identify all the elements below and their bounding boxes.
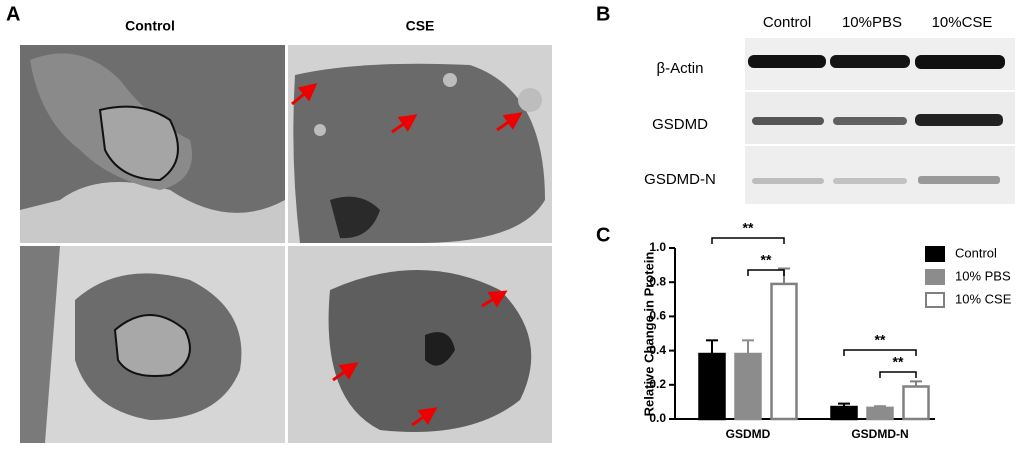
x-tick-label: GSDMD [726, 427, 771, 441]
panel-label: C [596, 224, 610, 246]
bar [734, 352, 762, 421]
significance-bracket [843, 349, 917, 356]
legend-swatch [925, 246, 945, 262]
significance-bracket [747, 269, 785, 276]
bar [866, 406, 894, 421]
lane-label: 10%CSE [932, 14, 993, 31]
row-label: GSDMD-N [644, 171, 716, 188]
legend-label: 10% PBS [955, 268, 1011, 283]
y-tick-label: 0.8 [649, 274, 666, 288]
micrograph [288, 246, 552, 443]
column-header: CSE [406, 18, 435, 34]
bar [770, 282, 798, 421]
bar [830, 405, 858, 421]
significance-label: ** [743, 220, 754, 236]
row-label: GSDMD [652, 116, 708, 133]
legend-label: 10% CSE [955, 291, 1012, 306]
significance-label: ** [875, 332, 886, 348]
lane-label: 10%PBS [842, 14, 902, 31]
column-header: Control [125, 18, 175, 34]
western-blot [745, 38, 1015, 204]
y-tick-label: 0.0 [649, 411, 666, 425]
micrograph [20, 45, 285, 243]
significance-label: ** [761, 252, 772, 268]
panel-label: B [596, 3, 610, 25]
y-axis-label: Relative Change in Protein [641, 252, 656, 417]
legend-swatch [925, 292, 945, 308]
panel-label: A [6, 3, 20, 25]
y-tick-label: 0.4 [649, 343, 666, 357]
micrograph [288, 45, 552, 243]
significance-bracket [711, 237, 785, 244]
significance-bracket [879, 371, 917, 378]
row-label: β-Actin [657, 60, 704, 77]
bar [698, 352, 726, 421]
legend-label: Control [955, 245, 997, 260]
bar [902, 385, 930, 421]
x-tick-label: GSDMD-N [851, 427, 908, 441]
legend-swatch [925, 269, 945, 285]
y-tick-label: 1.0 [649, 240, 666, 254]
y-tick-label: 0.2 [649, 377, 666, 391]
significance-label: ** [893, 354, 904, 370]
micrograph [20, 246, 285, 443]
y-tick-label: 0.6 [649, 309, 666, 323]
lane-label: Control [763, 14, 811, 31]
